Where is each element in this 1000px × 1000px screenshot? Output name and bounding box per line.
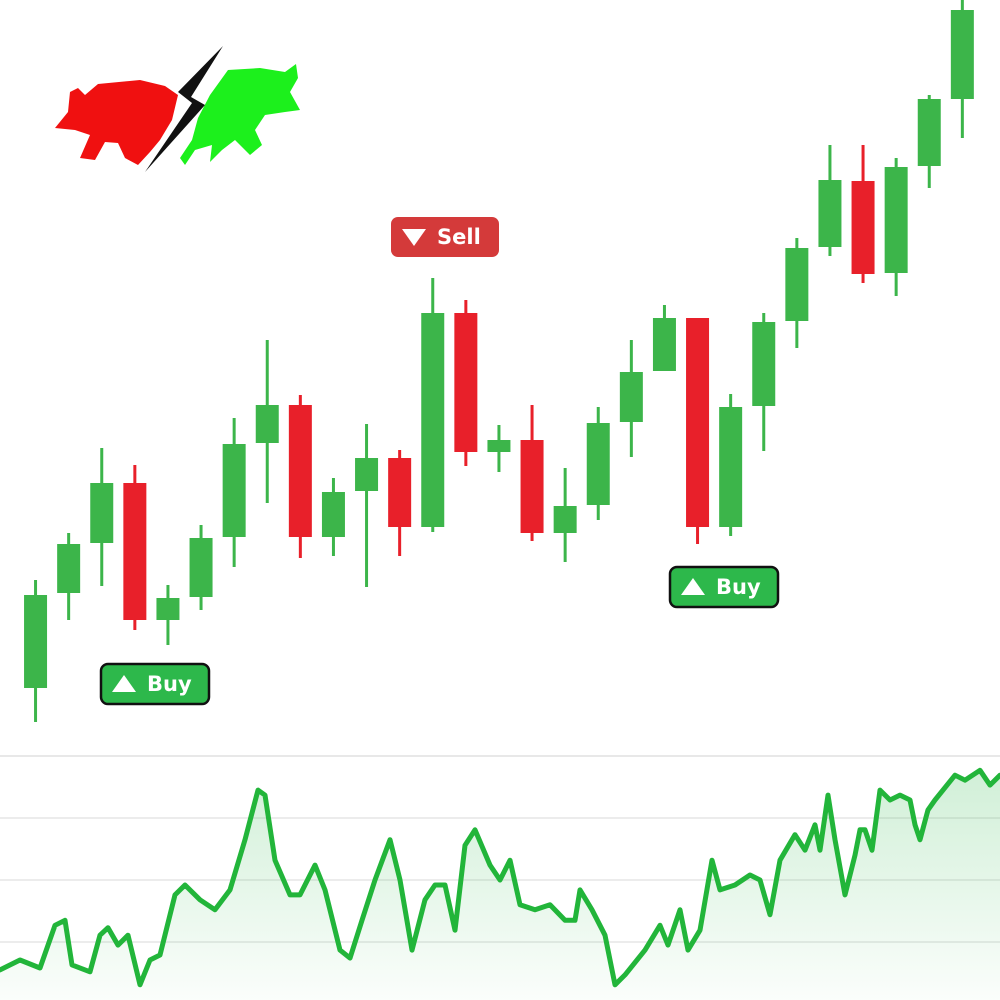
candle-body bbox=[388, 458, 412, 527]
candle-body bbox=[884, 167, 908, 273]
signal-label: Sell bbox=[437, 225, 481, 249]
candle-body bbox=[487, 440, 511, 452]
signal-box bbox=[99, 662, 211, 706]
candle-body bbox=[950, 10, 974, 99]
bear-icon bbox=[55, 80, 178, 165]
candle-body bbox=[917, 99, 941, 166]
candle-body bbox=[520, 440, 544, 533]
signal-arrow bbox=[112, 675, 136, 692]
candle-body bbox=[24, 595, 48, 688]
candle-body bbox=[288, 405, 312, 537]
candle-body bbox=[189, 538, 213, 597]
logo bbox=[55, 46, 300, 172]
candle-body bbox=[454, 313, 478, 452]
candle-body bbox=[321, 492, 345, 537]
candle-body bbox=[719, 407, 743, 527]
signal-label: Buy bbox=[147, 672, 192, 696]
signal-badge: Sell bbox=[391, 217, 499, 257]
candle-body bbox=[421, 313, 445, 527]
candle-body bbox=[123, 483, 147, 620]
signal-box bbox=[668, 565, 780, 609]
signal-arrow bbox=[402, 229, 426, 246]
signal-box bbox=[391, 217, 499, 257]
signal-label: Buy bbox=[716, 575, 761, 599]
candle-body bbox=[652, 318, 676, 371]
candle-body bbox=[255, 405, 279, 443]
candle-body bbox=[619, 372, 643, 422]
candle-body bbox=[785, 248, 809, 321]
candle-body bbox=[851, 181, 875, 274]
candle-body bbox=[90, 483, 114, 543]
candle-body bbox=[586, 423, 610, 505]
candle-body bbox=[752, 322, 776, 406]
candle-body bbox=[222, 444, 246, 537]
candle-body bbox=[818, 180, 842, 247]
candle-body bbox=[355, 458, 379, 491]
candle-body bbox=[686, 318, 710, 527]
candle-body bbox=[57, 544, 81, 593]
signal-arrow bbox=[681, 578, 705, 595]
candle-body bbox=[156, 598, 180, 620]
candle-body bbox=[553, 506, 577, 533]
signal-badge: Buy bbox=[668, 565, 780, 609]
bull-icon bbox=[180, 64, 300, 165]
signal-badge: Buy bbox=[99, 662, 211, 706]
line bbox=[0, 767, 1000, 988]
